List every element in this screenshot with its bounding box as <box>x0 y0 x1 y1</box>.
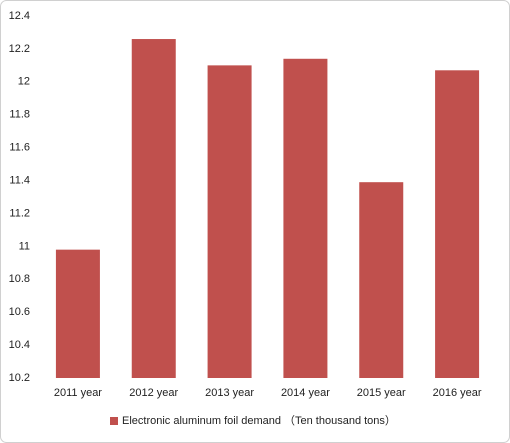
x-tick-label: 2013 year <box>205 387 254 399</box>
bar <box>435 70 480 379</box>
x-tick-label: 2012 year <box>129 387 178 399</box>
value-label: 12.1 <box>219 43 240 55</box>
y-tick-label: 11.2 <box>9 207 30 219</box>
value-label: 10.98 <box>64 228 92 240</box>
bar <box>131 39 176 378</box>
value-label: 11.39 <box>368 160 395 172</box>
y-tick-label: 11.8 <box>9 109 30 121</box>
y-tick-label: 11.6 <box>9 142 30 154</box>
legend-label: Electronic aluminum foil demand （Ten tho… <box>122 414 396 427</box>
y-tick-label: 12.4 <box>9 10 30 22</box>
bar <box>207 65 252 378</box>
x-tick-label: 2016 year <box>433 387 482 399</box>
y-tick-label: 11 <box>19 240 30 252</box>
bar <box>359 182 404 378</box>
x-tick-label: 2011 year <box>54 387 102 399</box>
y-tick-label: 10.6 <box>9 306 30 318</box>
bar <box>55 249 100 378</box>
bar <box>283 58 328 378</box>
y-tick-label: 12 <box>18 76 30 88</box>
x-tick-label: 2015 year <box>357 387 406 399</box>
value-label: 12.26 <box>140 17 168 29</box>
x-tick-label: 2014 year <box>281 387 330 399</box>
y-tick-label: 12.2 <box>9 43 30 55</box>
value-label: 12.14 <box>292 37 320 49</box>
legend-swatch <box>110 417 118 425</box>
y-tick-label: 10.8 <box>9 273 30 285</box>
y-tick-label: 10.2 <box>9 372 30 384</box>
y-tick-label: 11.4 <box>9 174 30 186</box>
y-tick-label: 10.4 <box>9 339 30 351</box>
value-label: 12.07 <box>443 48 471 60</box>
